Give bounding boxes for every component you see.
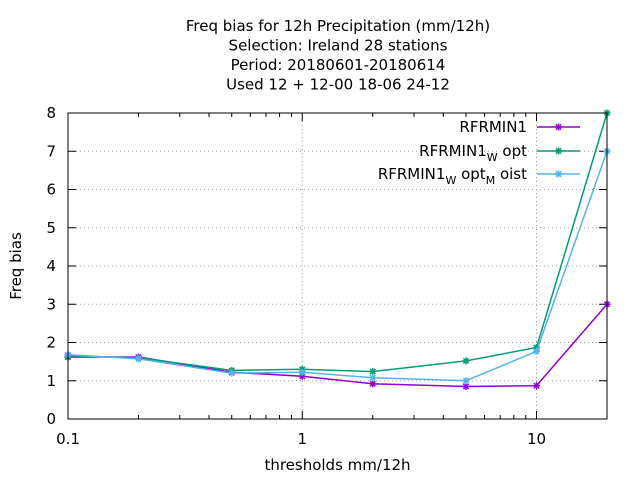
chart-title: Freq bias for 12h Precipitation (mm/12h)… <box>186 17 490 94</box>
legend-marker-3 <box>555 170 562 178</box>
y-tick-label: 8 <box>46 104 56 122</box>
series-2-point <box>462 357 470 365</box>
legend-subscript: W <box>487 151 498 164</box>
series-3-point <box>228 369 236 377</box>
series-line-2 <box>67 112 608 373</box>
y-tick-label: 5 <box>46 219 56 237</box>
series-3-point <box>532 347 540 355</box>
series-line-1 <box>68 303 608 388</box>
series-lines <box>64 109 611 390</box>
series-1-point <box>369 380 377 388</box>
title-line-3: Period: 20180601-20180614 <box>231 56 446 74</box>
series-2-point <box>369 368 377 376</box>
series-3-point <box>298 368 306 376</box>
y-axis-label: Freq bias <box>7 232 25 300</box>
plot-frame <box>67 112 608 420</box>
series-1-point <box>532 382 540 390</box>
y-tick-label: 4 <box>46 257 56 275</box>
legend-marker-1 <box>555 123 562 131</box>
series-3-point <box>135 355 143 363</box>
title-line-4: Used 12 + 12-00 18-06 24-12 <box>226 76 450 94</box>
legend-label-1: RFRMIN1 <box>459 118 527 136</box>
series-1-point <box>298 372 306 380</box>
legend-text: opt <box>498 142 527 160</box>
legend-marker-2 <box>555 147 562 155</box>
x-tick-label: 10 <box>527 430 546 448</box>
legend-subscript: W <box>445 174 456 187</box>
series-3-point <box>369 374 377 382</box>
y-tick-label: 6 <box>46 181 56 199</box>
series-line-3 <box>67 151 608 382</box>
legend-text: oist <box>495 165 527 183</box>
y-tick-label: 1 <box>46 372 56 390</box>
y-tick-label: 7 <box>46 142 56 160</box>
grid <box>68 113 607 419</box>
x-tick-label: 1 <box>297 430 307 448</box>
series-1-point <box>462 382 470 390</box>
legend-label-3: RFRMIN1W optM oist <box>378 165 527 187</box>
legend-text: RFRMIN1 <box>459 118 527 136</box>
series-3-point <box>462 377 470 385</box>
y-tick-label: 2 <box>46 334 56 352</box>
title-line-1: Freq bias for 12h Precipitation (mm/12h) <box>186 17 490 35</box>
title-line-2: Selection: Ireland 28 stations <box>229 37 448 55</box>
legend-text: RFRMIN1 <box>378 165 446 183</box>
x-tick-label: 0.1 <box>56 430 80 448</box>
legend-subscript: M <box>486 174 496 187</box>
y-tick-label: 0 <box>46 410 56 428</box>
y-tick-label: 3 <box>46 295 56 313</box>
legend-label-2: RFRMIN1W opt <box>419 142 527 164</box>
legend-text: opt <box>456 165 485 183</box>
x-axis-label: thresholds mm/12h <box>264 456 410 474</box>
legend-text: RFRMIN1 <box>419 142 487 160</box>
